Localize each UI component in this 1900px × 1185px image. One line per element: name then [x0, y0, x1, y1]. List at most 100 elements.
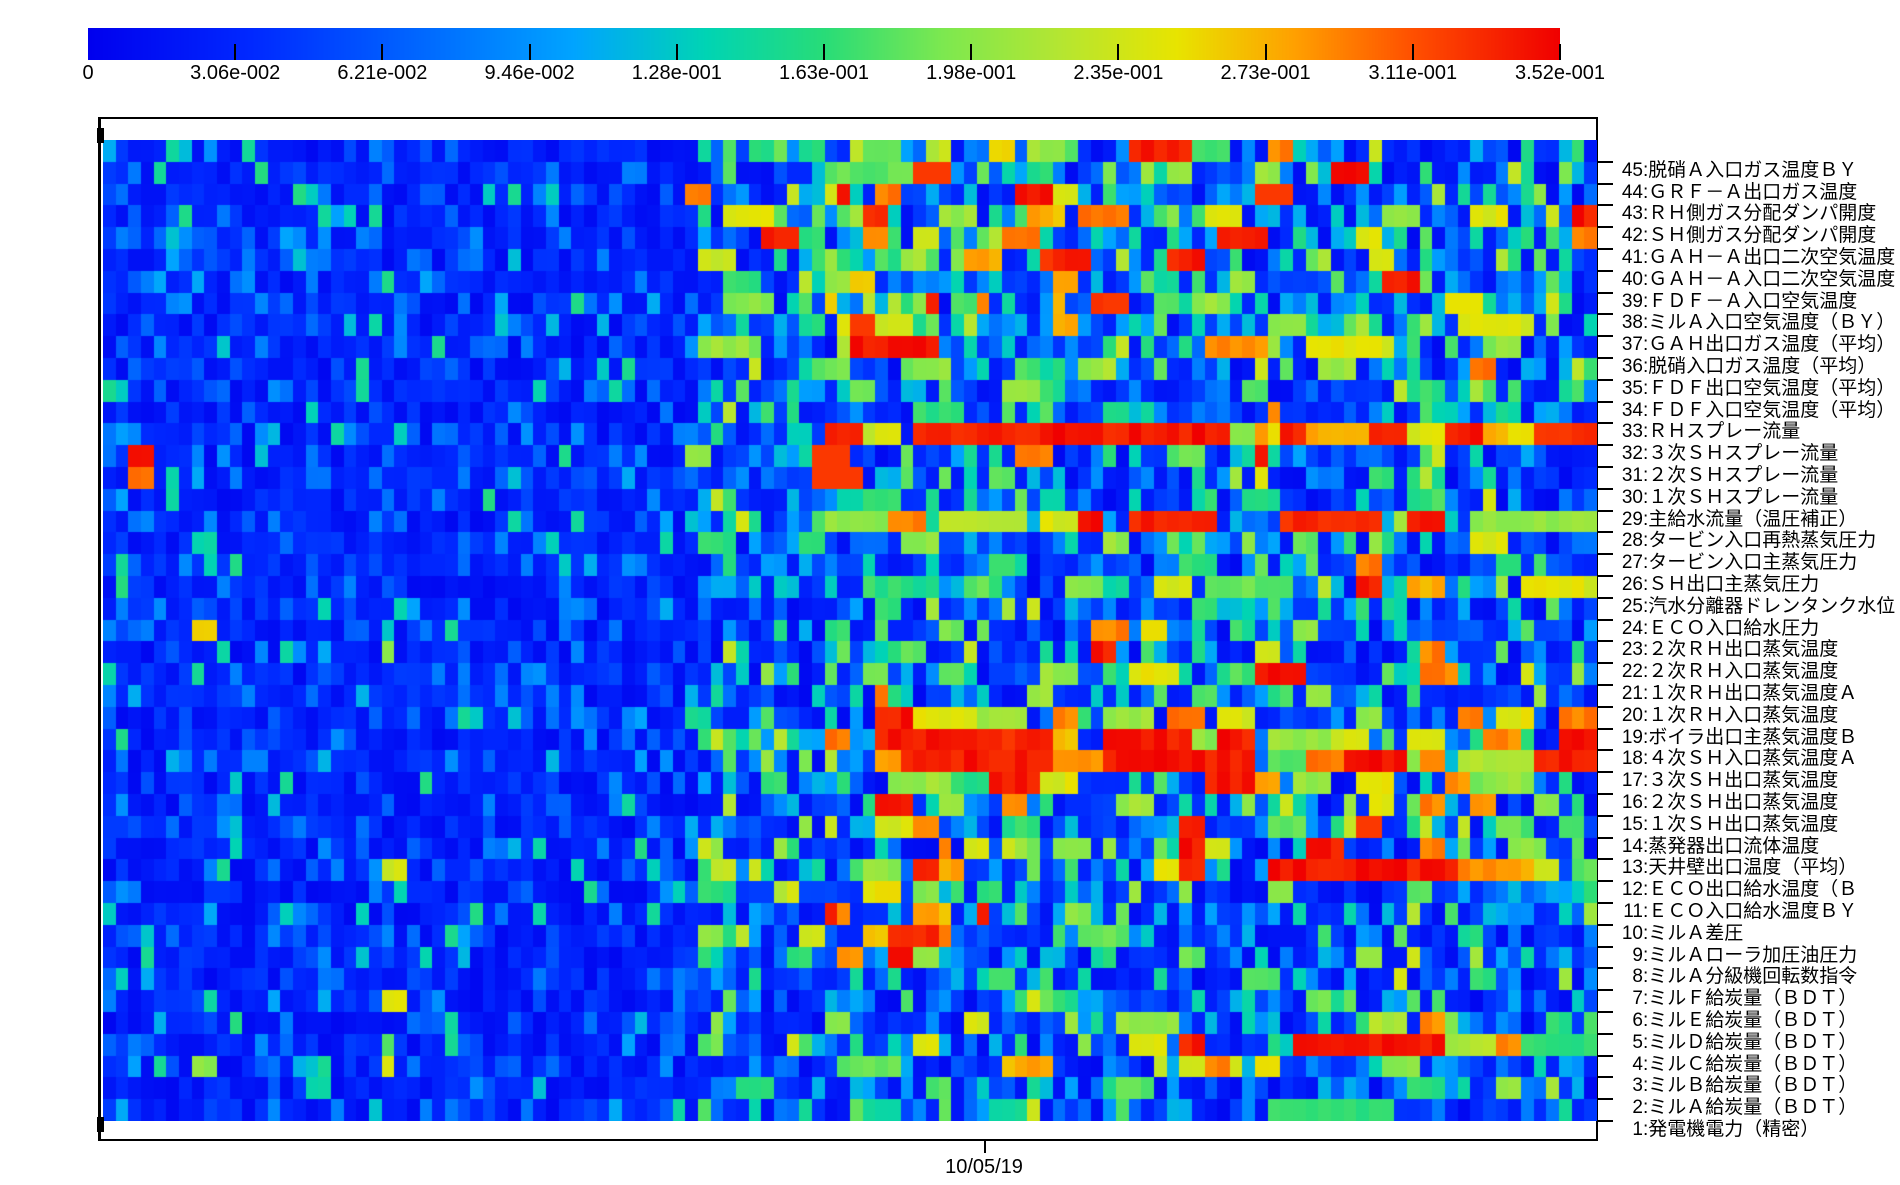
row-number: 39: [1621, 291, 1643, 312]
row-label-text: :天井壁出口温度（平均）: [1643, 857, 1858, 878]
row-label-text: :ミルＡ差圧: [1643, 923, 1744, 944]
row-tick: [1598, 531, 1613, 533]
row-label-text: :１次ＲＨ入口蒸気温度: [1643, 705, 1839, 726]
row-tick: [1598, 292, 1613, 294]
row-label: 12:ＥＣＯ出口給水温度（Ｂ: [1617, 879, 1857, 901]
row-number: 13: [1621, 857, 1643, 878]
row-label-text: :ＥＣＯ入口給水温度ＢＹ: [1643, 901, 1858, 922]
row-label-text: :ＦＤＦ入口空気温度（平均）: [1643, 400, 1896, 421]
row-tick: [1598, 1076, 1613, 1078]
colorbar-tick-label: 2.73e-001: [1220, 62, 1311, 84]
row-number: 38: [1621, 312, 1643, 333]
row-label-text: :ミルＤ給炭量（ＢＤＴ）: [1643, 1032, 1858, 1053]
row-number: 10: [1621, 923, 1643, 944]
row-label-text: :ミルＥ給炭量（ＢＤＴ）: [1643, 1010, 1858, 1031]
row-tick: [1598, 422, 1613, 424]
row-tick: [1598, 1098, 1613, 1100]
row-tick: [1598, 662, 1613, 664]
colorbar-tick: [970, 44, 973, 60]
row-number: 34: [1621, 400, 1643, 421]
row-label: 45:脱硝Ａ入口ガス温度ＢＹ: [1617, 160, 1857, 182]
row-label-text: :３次ＳＨスプレー流量: [1643, 443, 1839, 464]
row-label-text: :ＦＤＦ出口空気温度（平均）: [1643, 378, 1896, 399]
row-number: 40: [1621, 269, 1643, 290]
row-number: 18: [1621, 748, 1643, 769]
row-label: 13:天井壁出口温度（平均）: [1617, 857, 1857, 879]
row-label: 17:３次ＳＨ出口蒸気温度: [1617, 770, 1838, 792]
row-number: 30: [1621, 487, 1643, 508]
colorbar-tick-label: 3.52e-001: [1514, 62, 1606, 84]
row-label: 20:１次ＲＨ入口蒸気温度: [1617, 705, 1838, 727]
row-tick: [1598, 401, 1613, 403]
row-label-text: :ミルＢ給炭量（ＢＤＴ）: [1643, 1075, 1858, 1096]
row-label-text: :ミルＣ給炭量（ＢＤＴ）: [1643, 1054, 1858, 1075]
row-tick: [1598, 466, 1613, 468]
colorbar-tick-label: 1.98e-001: [926, 62, 1017, 84]
row-tick: [1598, 488, 1613, 490]
row-number: 41: [1621, 247, 1643, 268]
row-label: 37:ＧＡＨ出口ガス温度（平均）: [1617, 334, 1895, 356]
row-number: 3: [1632, 1075, 1643, 1096]
row-tick: [1598, 248, 1613, 250]
row-label: 15:１次ＳＨ出口蒸気温度: [1617, 814, 1838, 836]
row-number: 33: [1621, 421, 1643, 442]
row-number: 12: [1621, 879, 1643, 900]
row-number: 36: [1621, 356, 1643, 377]
row-label-text: :ＧＲＦ－Ａ出口ガス温度: [1643, 182, 1858, 203]
row-number: 22: [1621, 661, 1643, 682]
row-label: 31:２次ＳＨスプレー流量: [1617, 465, 1838, 487]
row-label: 10:ミルＡ差圧: [1617, 923, 1743, 945]
row-label-text: :ミルＦ給炭量（ＢＤＴ）: [1643, 988, 1858, 1009]
row-label: 44:ＧＲＦ－Ａ出口ガス温度: [1617, 182, 1857, 204]
colorbar-tick: [1117, 44, 1120, 60]
colorbar-tick: [1411, 44, 1414, 60]
row-label-text: :タービン入口再熱蒸気圧力: [1643, 530, 1877, 551]
row-tick: [1598, 1011, 1613, 1013]
row-label-text: :１次ＲＨ出口蒸気温度Ａ: [1643, 683, 1858, 704]
row-tick: [1598, 771, 1613, 773]
colorbar-tick: [823, 44, 825, 60]
row-tick: [1598, 1120, 1613, 1122]
row-number: 15: [1621, 814, 1643, 835]
row-label: 40:ＧＡＨ－Ａ入口二次空気温度: [1617, 269, 1895, 291]
colorbar-tick-label: 1.28e-001: [631, 62, 722, 84]
row-label-text: :ミルＡ入口空気温度（ＢＹ）: [1643, 312, 1896, 333]
row-label: 24:ＥＣＯ入口給水圧力: [1617, 618, 1819, 640]
x-axis-tick: [984, 1141, 986, 1153]
row-number: 21: [1621, 683, 1643, 704]
row-number: 20: [1621, 705, 1643, 726]
row-number: 24: [1621, 618, 1643, 639]
row-label-text: :２次ＳＨ出口蒸気温度: [1643, 792, 1839, 813]
row-number: 7: [1632, 988, 1643, 1009]
row-tick: [1598, 510, 1613, 512]
row-tick: [1598, 553, 1613, 555]
row-label-text: :２次ＲＨ入口蒸気温度: [1643, 661, 1839, 682]
row-tick: [1598, 444, 1613, 446]
row-number: 29: [1621, 509, 1643, 530]
row-tick: [1598, 858, 1613, 860]
row-number: 45: [1621, 160, 1643, 181]
row-label: 43:ＲＨ側ガス分配ダンパ開度: [1617, 203, 1876, 225]
colorbar-tick-label: 0: [82, 62, 94, 84]
row-label: 42:ＳＨ側ガス分配ダンパ開度: [1617, 225, 1876, 247]
row-tick: [1598, 1033, 1613, 1035]
row-label-text: :タービン入口主蒸気圧力: [1643, 552, 1858, 573]
row-number: 44: [1621, 182, 1643, 203]
row-tick: [1598, 728, 1613, 730]
row-number: 31: [1621, 465, 1643, 486]
row-number: 11: [1623, 901, 1643, 922]
row-tick: [1598, 379, 1613, 381]
row-label: 11:ＥＣＯ入口給水温度ＢＹ: [1617, 901, 1857, 923]
colorbar-tick-label: 3.06e-002: [190, 62, 281, 84]
row-tick: [1598, 793, 1613, 795]
colorbar-tick-label: 2.35e-001: [1073, 62, 1164, 84]
row-label: 8:ミルＡ分級機回転数指令: [1617, 966, 1857, 988]
row-tick: [1598, 815, 1613, 817]
row-number: 28: [1621, 530, 1643, 551]
row-number: 17: [1621, 770, 1643, 791]
row-label: 26:ＳＨ出口主蒸気圧力: [1617, 574, 1819, 596]
row-label-text: :ＧＡＨ－Ａ入口二次空気温度: [1643, 269, 1896, 290]
row-label-text: :蒸発器出口流体温度: [1643, 836, 1820, 857]
row-tick: [1598, 575, 1613, 577]
row-label-text: :２次ＳＨスプレー流量: [1643, 465, 1839, 486]
